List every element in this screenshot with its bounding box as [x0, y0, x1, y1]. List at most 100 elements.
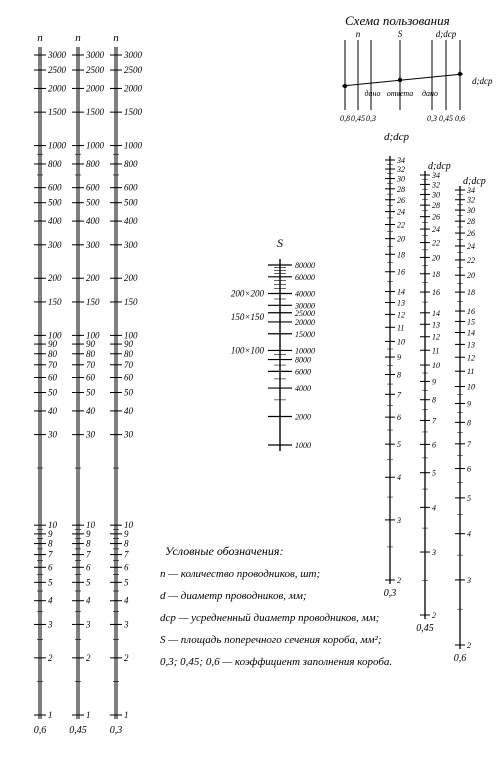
s-tick-label: 25000	[295, 309, 315, 318]
n-tick-label: 70	[48, 360, 58, 370]
n-tick-label: 2	[48, 653, 53, 663]
s-side-label: 200×200	[231, 288, 265, 298]
d-tick-label: 22	[467, 256, 475, 265]
d-tick-label: 26	[467, 229, 475, 238]
n-tick-label: 30	[47, 430, 58, 440]
d-tick-label: 5	[397, 440, 401, 449]
n-tick-label: 1500	[86, 107, 105, 117]
usage-col-bottom: 0,45	[439, 114, 453, 123]
s-tick-label: 2000	[295, 413, 311, 422]
d-tick-label: 4	[397, 473, 401, 482]
d-tick-label: 24	[432, 225, 440, 234]
n-tick-label: 150	[48, 297, 62, 307]
d-tick-label: 34	[466, 186, 475, 195]
d-tick-label: 3	[396, 516, 401, 525]
d-tick-label: 11	[432, 346, 439, 355]
n-tick-label: 80	[124, 349, 134, 359]
n-tick-label: 7	[48, 550, 53, 560]
s-tick-label: 40000	[295, 289, 315, 298]
d-tick-label: 4	[467, 530, 471, 539]
d-tick-label: 30	[396, 175, 405, 184]
n-tick-label: 60	[86, 372, 96, 382]
n-tick-label: 400	[48, 216, 62, 226]
d-tick-label: 13	[432, 320, 440, 329]
n-tick-label: 400	[124, 216, 138, 226]
n-tick-label: 500	[48, 198, 62, 208]
d-tick-label: 16	[467, 307, 475, 316]
s-tick-label: 6000	[295, 367, 311, 376]
n-tick-label: 3	[123, 619, 129, 629]
usage-col-bottom: 0,3	[427, 114, 437, 123]
n-tick-label: 200	[86, 273, 100, 283]
n-tick-label: 2500	[86, 65, 105, 75]
n-tick-label: 90	[86, 339, 96, 349]
d-tick-label: 30	[431, 190, 440, 199]
n-tick-label: 80	[86, 349, 96, 359]
usage-n: n	[356, 29, 361, 39]
usage-d-ext: d;dср	[472, 76, 493, 86]
n-tick-label: 600	[124, 183, 138, 193]
n-tick-label: 9	[124, 529, 129, 539]
d-tick-label: 16	[432, 288, 440, 297]
usage-mid-label: ответа	[387, 89, 414, 98]
d-tick-label: 10	[467, 383, 475, 392]
n-tick-label: 8	[48, 539, 53, 549]
n-tick-label: 50	[48, 388, 58, 398]
n-tick-label: 200	[48, 273, 62, 283]
n-tick-label: 8	[124, 539, 129, 549]
n-tick-label: 600	[48, 183, 62, 193]
d-tick-label: 11	[397, 323, 404, 332]
n-tick-label: 6	[124, 562, 129, 572]
n-tick-label: 800	[124, 159, 138, 169]
d-tick-label: 20	[467, 271, 475, 280]
n-tick-label: 1000	[48, 141, 67, 151]
n-scale-bottom: 0,6	[34, 725, 47, 736]
d-tick-label: 2	[397, 576, 401, 585]
n-tick-label: 6	[86, 562, 91, 572]
d-tick-label: 8	[432, 396, 436, 405]
n-tick-label: 9	[86, 529, 91, 539]
n-tick-label: 400	[86, 216, 100, 226]
d-tick-label: 12	[432, 333, 440, 342]
legend-line: dср — усредненный диаметр проводников, м…	[160, 612, 379, 624]
d-tick-label: 8	[467, 418, 471, 427]
usage-mid-label: дано	[422, 89, 438, 98]
n-tick-label: 1	[86, 710, 91, 720]
n-tick-label: 3000	[47, 50, 67, 60]
d-tick-label: 18	[467, 288, 475, 297]
d-tick-label: 9	[467, 399, 471, 408]
s-side-label: 100×100	[231, 345, 265, 355]
n-tick-label: 2000	[48, 83, 67, 93]
d-tick-label: 34	[396, 156, 405, 165]
d-tick-label: 20	[397, 235, 405, 244]
s-tick-label: 10000	[295, 346, 315, 355]
d-tick-label: 28	[432, 201, 440, 210]
usage-title: Схема пользования	[345, 13, 450, 28]
d-tick-label: 6	[397, 413, 401, 422]
d-tick-label: 11	[467, 367, 474, 376]
usage-mid-label: дано	[364, 89, 380, 98]
n-tick-label: 7	[124, 550, 129, 560]
d-tick-label: 5	[467, 494, 471, 503]
n-tick-label: 150	[124, 297, 138, 307]
n-tick-label: 3000	[123, 50, 143, 60]
s-side-label: 150×150	[231, 312, 265, 322]
legend-title: Условные обозначения:	[165, 544, 283, 558]
d-tick-label: 2	[467, 641, 471, 650]
n-tick-label: 1500	[124, 107, 143, 117]
n-tick-label: 200	[124, 273, 138, 283]
n-tick-label: 80	[48, 349, 58, 359]
d-tick-label: 2	[432, 611, 436, 620]
n-tick-label: 1000	[124, 141, 143, 151]
n-tick-label: 1500	[48, 107, 67, 117]
n-tick-label: 300	[47, 240, 62, 250]
s-tick-label: 20000	[295, 318, 315, 327]
n-tick-label: 1	[48, 710, 53, 720]
d-tick-label: 12	[467, 353, 475, 362]
n-tick-label: 1	[124, 710, 129, 720]
d-tick-label: 24	[397, 208, 405, 217]
d-tick-label: 7	[397, 390, 402, 399]
n-tick-label: 3000	[85, 50, 105, 60]
d-tick-label: 3	[431, 548, 436, 557]
s-tick-label: 15000	[295, 330, 315, 339]
